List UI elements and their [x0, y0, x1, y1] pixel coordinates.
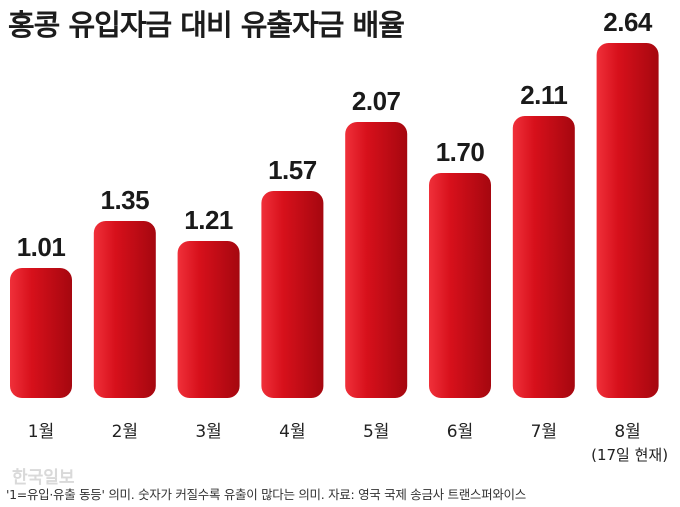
x-tick-label-6: 6월 — [447, 422, 473, 442]
value-label-8: 2.64 — [603, 7, 653, 37]
x-tick-label-5: 5월 — [363, 422, 389, 442]
x-tick-label-7: 7월 — [531, 422, 557, 442]
bars-group — [10, 43, 659, 398]
value-label-2: 1.35 — [100, 185, 149, 215]
bar-1 — [10, 268, 72, 398]
value-label-3: 1.21 — [184, 205, 233, 235]
value-labels-group: 1.01 1.35 1.21 1.57 2.07 1.70 2.11 2.64 — [17, 7, 654, 262]
bar-6 — [429, 173, 491, 398]
bar-4 — [261, 191, 324, 398]
value-label-1: 1.01 — [17, 232, 66, 262]
value-label-6: 1.70 — [436, 137, 485, 167]
source-footnote: '1=유입·유출 동등' 의미. 숫자가 커질수록 유출이 많다는 의미. 자료… — [6, 487, 526, 502]
x-tick-label-2: 2월 — [112, 422, 138, 442]
x-tick-label-4: 4월 — [279, 422, 305, 442]
x-tick-note-8: (17일 현재) — [591, 446, 668, 464]
bar-5 — [345, 122, 408, 398]
value-label-4: 1.57 — [268, 155, 317, 185]
x-tick-label-8: 8월 — [614, 422, 640, 442]
x-tick-label-1: 1월 — [28, 422, 54, 442]
bar-7 — [512, 116, 575, 398]
bar-2 — [93, 221, 156, 398]
value-label-7: 2.11 — [520, 80, 567, 110]
watermark-logo: 한국일보 — [12, 468, 75, 488]
bar-8 — [596, 43, 659, 398]
x-axis-labels-group: 1월 2월 3월 4월 5월 6월 7월 8월 (17일 현재) — [28, 422, 668, 464]
x-tick-label-3: 3월 — [195, 422, 221, 442]
chart-title: 홍콩 유입자금 대비 유출자금 배율 — [8, 8, 405, 42]
bar-3 — [177, 241, 240, 398]
value-label-5: 2.07 — [352, 86, 401, 116]
